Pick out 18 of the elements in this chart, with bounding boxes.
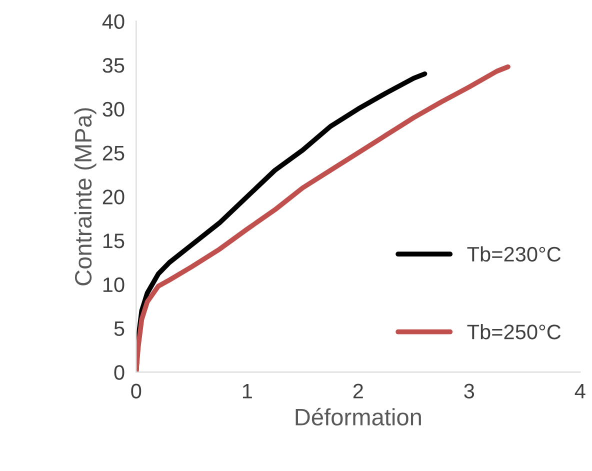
y-tick-label: 5	[114, 321, 124, 336]
y-axis-title: Contrainte (MPa)	[74, 108, 96, 286]
x-tick-label: 3	[464, 384, 474, 399]
y-tick-label: 20	[102, 190, 124, 204]
y-tick-label: 10	[103, 277, 124, 292]
y-tick-label: 40	[102, 14, 124, 29]
y-tick-label: 35	[102, 58, 124, 73]
legend-label: Tb=250°C	[467, 324, 561, 340]
x-tick-label: 1	[242, 384, 252, 398]
y-tick-label: 30	[102, 102, 124, 117]
y-tick-label: 25	[102, 146, 124, 161]
x-tick-label: 0	[131, 384, 142, 399]
x-tick-label: 2	[353, 384, 363, 398]
y-tick-label: 0	[114, 365, 124, 380]
y-tick-label: 15	[103, 234, 124, 248]
legend-label: Tb=230°C	[467, 246, 561, 262]
x-axis-title: Déformation	[296, 408, 421, 426]
x-tick-label: 4	[574, 384, 586, 398]
